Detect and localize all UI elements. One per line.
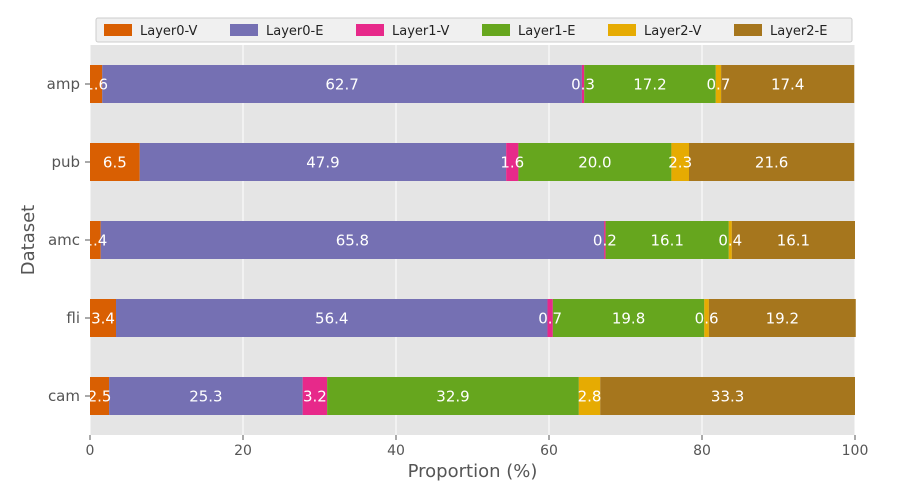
- data-label-pub-layer1-e: 20.0: [578, 154, 611, 172]
- bar-pub-layer0-e: [139, 143, 507, 181]
- data-label-amc-layer2-v: 0.4: [718, 232, 742, 250]
- legend-label-layer0-e: Layer0-E: [266, 24, 323, 39]
- bar-fli-layer2-v: [704, 299, 709, 337]
- bar-fli-layer0-v: [90, 299, 117, 337]
- legend-label-layer2-v: Layer2-V: [644, 24, 701, 39]
- legend: Layer0-V Layer0-E Layer1-V Layer1-E Layer2-V…: [95, 17, 853, 43]
- bar-pub-layer2-v: [671, 143, 689, 181]
- data-label-pub-layer0-e: 47.9: [306, 154, 339, 172]
- data-label-cam-layer1-e: 32.9: [436, 388, 469, 406]
- bar-fli-layer0-e: [116, 299, 548, 337]
- legend-swatch-layer2-e: [734, 24, 762, 36]
- bar-pub-layer2-e: [688, 143, 855, 181]
- data-label-cam-layer1-v: 3.2: [303, 388, 327, 406]
- data-label-fli-layer2-e: 19.2: [766, 310, 799, 328]
- data-label-amp-layer2-e: 17.4: [771, 76, 804, 94]
- bar-pub-layer1-v: [506, 143, 519, 181]
- bar-cam-layer2-e: [600, 377, 855, 415]
- legend-swatch-layer0-e: [230, 24, 258, 36]
- data-label-pub-layer2-v: 2.3: [668, 154, 692, 172]
- bar-amp-layer1-v: [581, 65, 585, 103]
- data-label-amc-layer0-v: 1.4: [83, 232, 107, 250]
- legend-label-layer2-e: Layer2-E: [770, 24, 827, 39]
- x-tick-label-100: 100: [842, 443, 869, 459]
- bar-amc-layer2-e: [731, 221, 855, 259]
- bar-labels: 1.6 62.7 0.3 17.2 0.7 17.4 6.5 47.9 1.6 20.0 2.3 21…: [83, 76, 810, 406]
- bar-cam-layer2-v: [578, 377, 601, 415]
- bar-amp-layer0-v: [90, 65, 103, 103]
- y-tick-label-cam: cam: [48, 387, 80, 405]
- bar-amp-layer2-e: [721, 65, 855, 103]
- data-label-fli-layer0-e: 56.4: [315, 310, 348, 328]
- bar-cam-layer1-e: [327, 377, 579, 415]
- data-label-amc-layer1-e: 16.1: [650, 232, 683, 250]
- bar-cam-layer0-v: [90, 377, 110, 415]
- x-tick-label-20: 20: [234, 443, 252, 459]
- legend-swatch-layer1-v: [356, 24, 384, 36]
- bar-pub-layer1-e: [518, 143, 672, 181]
- legend-swatch-layer1-e: [482, 24, 510, 36]
- bar-amc-layer2-v: [728, 221, 732, 259]
- data-label-amp-layer0-v: 1.6: [84, 76, 108, 94]
- bars: [90, 65, 856, 415]
- legend-label-layer1-v: Layer1-V: [392, 24, 449, 39]
- data-label-amc-layer0-e: 65.8: [336, 232, 369, 250]
- bar-pub-layer0-v: [90, 143, 140, 181]
- data-label-amc-layer2-e: 16.1: [777, 232, 810, 250]
- legend-swatch-layer0-v: [104, 24, 132, 36]
- bar-amc-layer0-e: [100, 221, 605, 259]
- data-label-pub-layer0-v: 6.5: [103, 154, 127, 172]
- bar-amc-layer0-v: [90, 221, 101, 259]
- y-axis: amp pub amc fli cam: [47, 75, 90, 405]
- data-label-amp-layer1-e: 17.2: [633, 76, 666, 94]
- legend-swatch-layer2-v: [608, 24, 636, 36]
- data-label-cam-layer2-v: 2.8: [578, 388, 602, 406]
- bar-amp-layer2-v: [715, 65, 722, 103]
- bar-amc-layer1-v: [604, 221, 606, 259]
- data-label-fli-layer1-e: 19.8: [612, 310, 645, 328]
- data-label-amc-layer1-v: 0.2: [593, 232, 617, 250]
- legend-label-layer0-v: Layer0-V: [140, 24, 197, 39]
- x-axis: 0 20 40 60 80 100: [86, 435, 869, 459]
- y-axis-label: Dataset: [18, 205, 39, 276]
- x-tick-label-60: 60: [540, 443, 558, 459]
- data-label-cam-layer0-e: 25.3: [189, 388, 222, 406]
- y-tick-label-fli: fli: [66, 309, 80, 327]
- bar-amp-layer1-e: [584, 65, 716, 103]
- y-tick-label-amp: amp: [47, 75, 80, 93]
- bar-cam-layer1-v: [302, 377, 328, 415]
- data-label-fli-layer1-v: 0.7: [538, 310, 562, 328]
- data-label-pub-layer2-e: 21.6: [755, 154, 788, 172]
- x-tick-label-80: 80: [693, 443, 711, 459]
- legend-frame: [95, 17, 853, 43]
- x-axis-label: Proportion (%): [408, 461, 538, 482]
- bar-fli-layer1-v: [547, 299, 553, 337]
- data-label-amp-layer2-v: 0.7: [707, 76, 731, 94]
- data-label-pub-layer1-v: 1.6: [500, 154, 524, 172]
- data-label-fli-layer2-v: 0.6: [695, 310, 719, 328]
- bar-fli-layer1-e: [552, 299, 705, 337]
- x-tick-label-40: 40: [387, 443, 405, 459]
- bar-cam-layer0-e: [109, 377, 303, 415]
- data-label-amp-layer0-e: 62.7: [325, 76, 358, 94]
- data-label-fli-layer0-v: 3.4: [91, 310, 115, 328]
- x-tick-label-0: 0: [86, 443, 95, 459]
- bar-amp-layer0-e: [102, 65, 582, 103]
- bar-amc-layer1-e: [605, 221, 729, 259]
- y-tick-label-pub: pub: [51, 153, 80, 171]
- data-label-cam-layer2-e: 33.3: [711, 388, 744, 406]
- data-label-cam-layer0-v: 2.5: [88, 388, 112, 406]
- data-label-amp-layer1-v: 0.3: [571, 76, 595, 94]
- y-tick-label-amc: amc: [48, 231, 80, 249]
- bar-fli-layer2-e: [708, 299, 856, 337]
- legend-label-layer1-e: Layer1-E: [518, 24, 575, 39]
